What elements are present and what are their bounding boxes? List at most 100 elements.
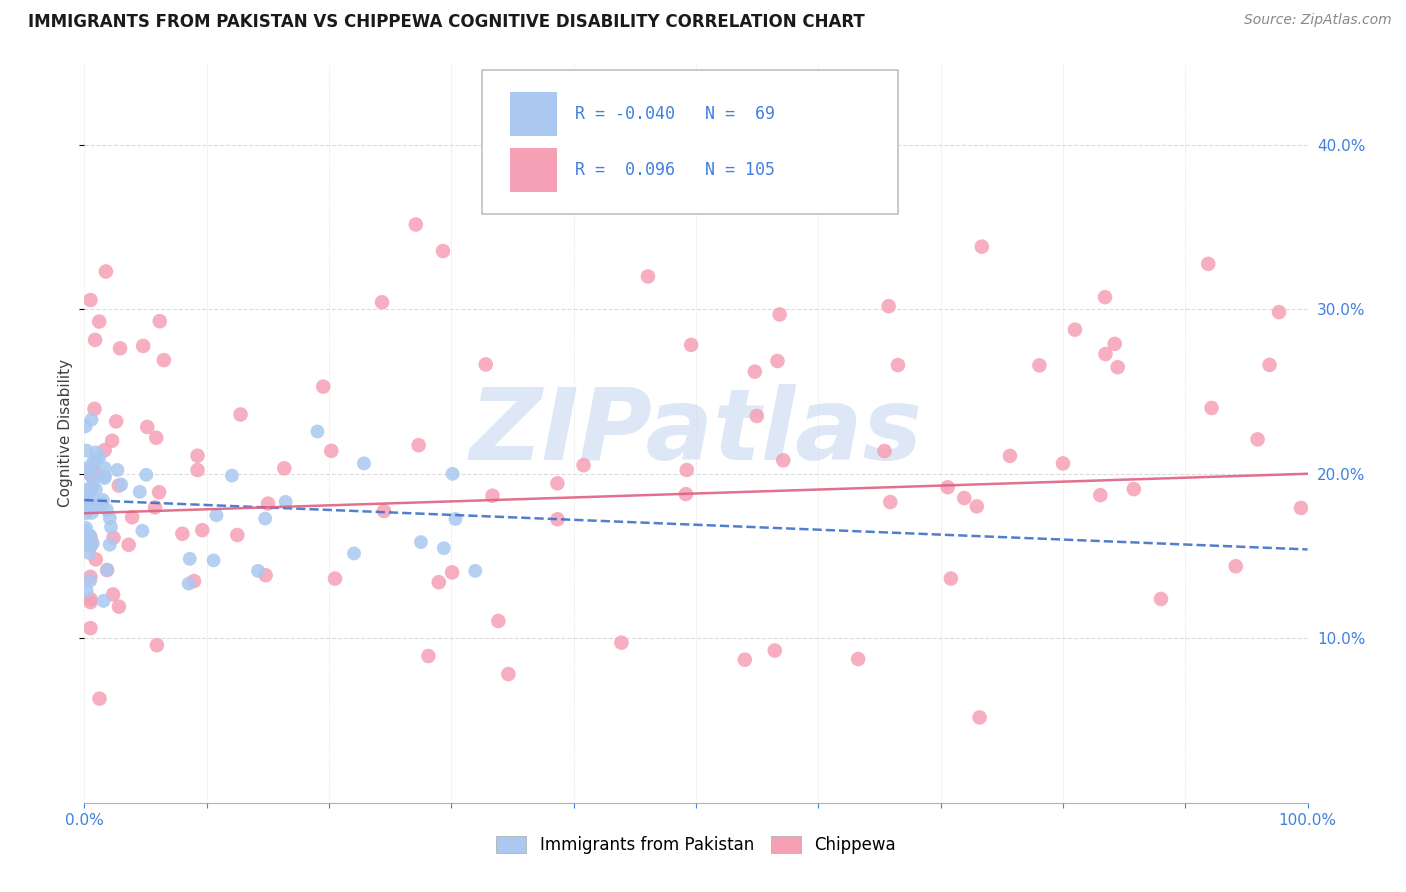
Point [96, 502, 118, 516]
Point [877, 299, 900, 313]
Point [89, 497, 111, 511]
Point [80, 500, 103, 514]
Point [226, 528, 249, 542]
Point [75, 488, 97, 502]
Text: Source: ZipAtlas.com: Source: ZipAtlas.com [1244, 13, 1392, 28]
Point [953, 491, 976, 505]
Point [547, 512, 569, 526]
Point [409, 535, 432, 549]
Point [75, 419, 97, 434]
Point [143, 500, 166, 515]
Point [221, 468, 243, 483]
Point [353, 456, 375, 470]
Point [84, 552, 107, 566]
Point [79, 293, 101, 307]
Point [408, 438, 430, 452]
Text: R = -0.040   N =  69: R = -0.040 N = 69 [575, 105, 775, 123]
Point [323, 572, 346, 586]
Point [89, 691, 111, 706]
Point [572, 458, 595, 472]
Point [82, 455, 104, 469]
Point [187, 463, 209, 477]
Point [312, 379, 335, 393]
Point [148, 485, 170, 500]
Point [966, 500, 988, 514]
Legend: Immigrants from Pakistan, Chippewa: Immigrants from Pakistan, Chippewa [489, 830, 903, 861]
Point [675, 463, 697, 477]
Point [94, 469, 117, 483]
Point [145, 431, 167, 445]
Point [1028, 359, 1050, 373]
Point [79, 592, 101, 607]
Point [481, 489, 503, 503]
Point [107, 478, 129, 492]
Point [734, 653, 756, 667]
Point [91, 492, 114, 507]
Point [79, 467, 101, 482]
Point [274, 495, 297, 509]
Point [75, 507, 97, 521]
Point [91, 497, 114, 511]
Point [969, 710, 991, 724]
Y-axis label: Cognitive Disability: Cognitive Disability [58, 359, 73, 507]
Point [89, 315, 111, 329]
Point [86, 498, 108, 512]
Point [75, 521, 97, 535]
Point [1258, 358, 1281, 372]
Point [205, 508, 228, 523]
Point [464, 564, 486, 578]
Point [498, 667, 520, 681]
Point [83, 465, 105, 479]
Point [321, 443, 343, 458]
Point [82, 471, 104, 485]
Point [998, 449, 1021, 463]
Point [79, 574, 101, 588]
Point [75, 487, 97, 501]
Point [186, 449, 208, 463]
Point [75, 464, 97, 478]
Point [80, 412, 103, 426]
Point [1150, 592, 1173, 607]
Point [1064, 323, 1087, 337]
Point [444, 512, 467, 526]
Point [769, 308, 792, 322]
Point [80, 538, 103, 552]
Point [107, 463, 129, 477]
Point [79, 528, 101, 542]
Point [970, 240, 993, 254]
FancyBboxPatch shape [510, 92, 557, 136]
Point [179, 551, 201, 566]
Point [82, 461, 104, 475]
Point [273, 461, 295, 475]
Point [76, 535, 98, 549]
Point [110, 477, 132, 491]
Point [153, 353, 176, 368]
Point [82, 478, 104, 492]
Point [846, 652, 869, 666]
Point [1094, 347, 1116, 361]
Point [474, 358, 496, 372]
Point [1104, 337, 1126, 351]
Point [77, 486, 100, 500]
Point [936, 480, 959, 494]
Point [80, 483, 103, 497]
Text: ZIPatlas: ZIPatlas [470, 384, 922, 481]
Point [79, 459, 101, 474]
Point [82, 495, 104, 509]
Point [118, 538, 141, 552]
Point [75, 443, 97, 458]
Point [202, 553, 225, 567]
Point [254, 511, 277, 525]
Point [96, 563, 118, 577]
Point [79, 530, 101, 544]
Point [84, 452, 107, 467]
Point [172, 526, 194, 541]
Point [76, 483, 98, 497]
Point [128, 484, 150, 499]
Point [108, 342, 131, 356]
Point [371, 295, 394, 310]
Point [183, 574, 205, 588]
Point [1197, 257, 1219, 271]
Point [84, 333, 107, 347]
Point [135, 467, 157, 482]
